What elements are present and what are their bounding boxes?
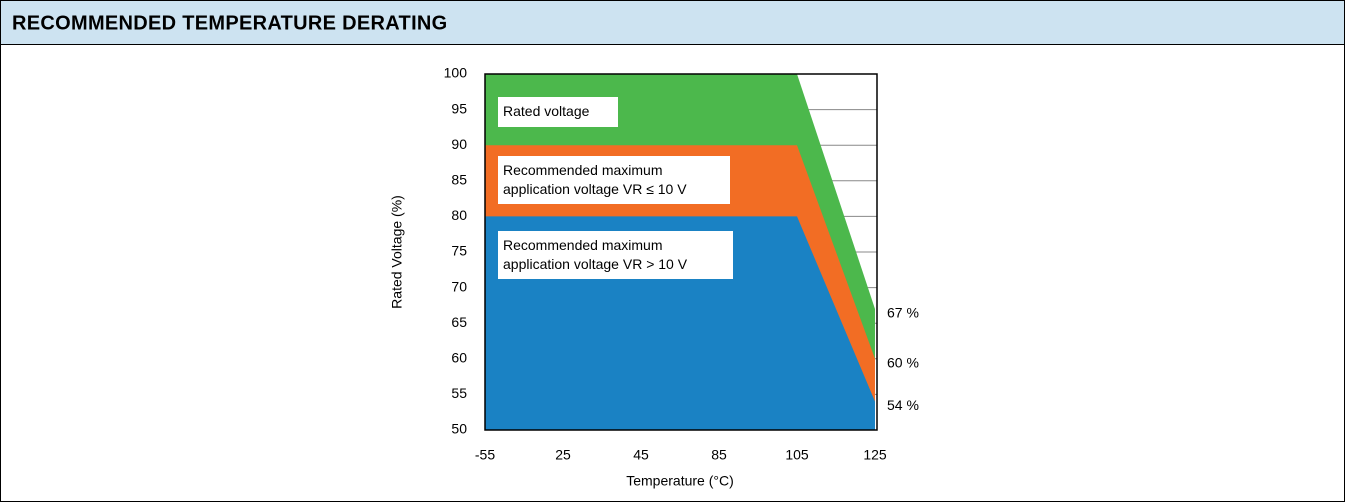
x-tick-label: 125 (863, 447, 887, 463)
data-label: 60 % (887, 355, 919, 371)
y-tick-label: 90 (451, 136, 467, 152)
legend-box (498, 231, 733, 279)
header-bar (0, 0, 1345, 45)
legend-label: Recommended maximum application voltage V… (503, 162, 687, 197)
y-tick-label: 55 (451, 385, 467, 401)
data-label: 67 % (887, 305, 919, 321)
y-tick-label: 100 (444, 65, 468, 81)
data-label: 54 % (887, 397, 919, 413)
y-tick-label: 80 (451, 207, 467, 223)
y-tick-label: 65 (451, 314, 467, 330)
x-axis-title: Temperature (°C) (626, 473, 734, 489)
header-title: RECOMMENDED TEMPERATURE DERATING (12, 12, 448, 34)
y-tick-label: 75 (451, 243, 467, 259)
y-tick-label: 95 (451, 100, 467, 116)
x-tick-label: 85 (711, 447, 727, 463)
legend-box (498, 97, 618, 127)
y-axis-title: Rated Voltage (%) (389, 195, 405, 309)
legend-label: Recommended maximum application voltage V… (503, 237, 688, 272)
x-tick-label: 25 (555, 447, 571, 463)
legend-label: Rated voltage (503, 103, 590, 119)
x-tick-label: -55 (475, 447, 495, 463)
y-tick-label: 85 (451, 172, 467, 188)
x-tick-label: 105 (785, 447, 809, 463)
y-tick-label: 60 (451, 350, 467, 366)
y-tick-label: 50 (451, 421, 467, 437)
x-tick-label: 45 (633, 447, 649, 463)
plot-border (484, 73, 878, 431)
y-tick-label: 70 (451, 278, 467, 294)
legend-box (498, 156, 730, 204)
